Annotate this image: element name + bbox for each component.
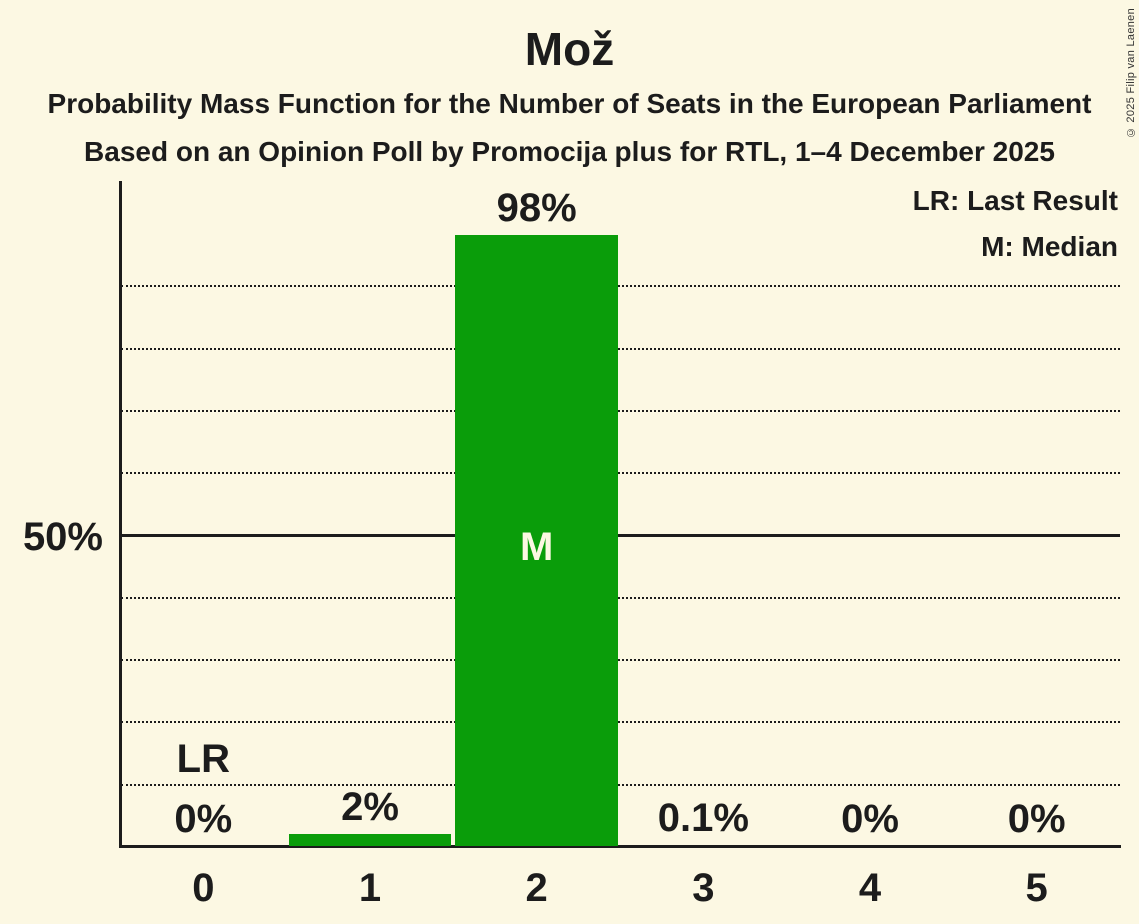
value-label-seats-4: 0%: [841, 797, 899, 841]
gridline-60-dotted: [121, 472, 1120, 475]
value-label-seats-2: 98%: [496, 186, 577, 231]
median-marker: M: [519, 525, 554, 569]
value-label-seats-1: 2%: [341, 784, 399, 829]
bar-seats-1: [288, 833, 452, 846]
x-axis-line: [119, 845, 1121, 848]
x-tick-label-3: 3: [692, 866, 715, 910]
gridline-40-dotted: [121, 596, 1120, 599]
chart-title: Mož: [524, 23, 615, 75]
gridline-70-dotted: [121, 409, 1120, 412]
gridline-30-dotted: [121, 659, 1120, 662]
legend-last-result: LR: Last Result: [912, 185, 1118, 216]
value-label-seats-5: 0%: [1007, 797, 1066, 841]
bar-seats-2: [455, 235, 618, 846]
x-tick-label-1: 1: [358, 866, 382, 910]
gridline-10-dotted: [121, 783, 1120, 786]
last-result-marker: LR: [176, 737, 230, 781]
gridline-20-dotted: [121, 721, 1120, 724]
x-tick-label-2: 2: [525, 866, 548, 910]
value-label-seats-3: 0.1%: [657, 796, 749, 841]
gridline-90-dotted: [121, 285, 1120, 288]
chart-subtitle-line1: Probability Mass Function for the Number…: [47, 88, 1092, 119]
y-axis-line: [119, 181, 122, 848]
gridline-80-dotted: [121, 347, 1120, 350]
x-tick-label-5: 5: [1025, 866, 1048, 910]
legend-median: M: Median: [981, 231, 1118, 262]
gridline-50-solid: [121, 534, 1120, 537]
x-tick-label-4: 4: [858, 866, 882, 910]
x-tick-label-0: 0: [192, 866, 215, 910]
chart-subtitle-line2: Based on an Opinion Poll by Promocija pl…: [84, 136, 1055, 167]
value-label-seats-0: 0%: [174, 797, 233, 841]
y-axis-tick-label: 50%: [22, 515, 103, 559]
